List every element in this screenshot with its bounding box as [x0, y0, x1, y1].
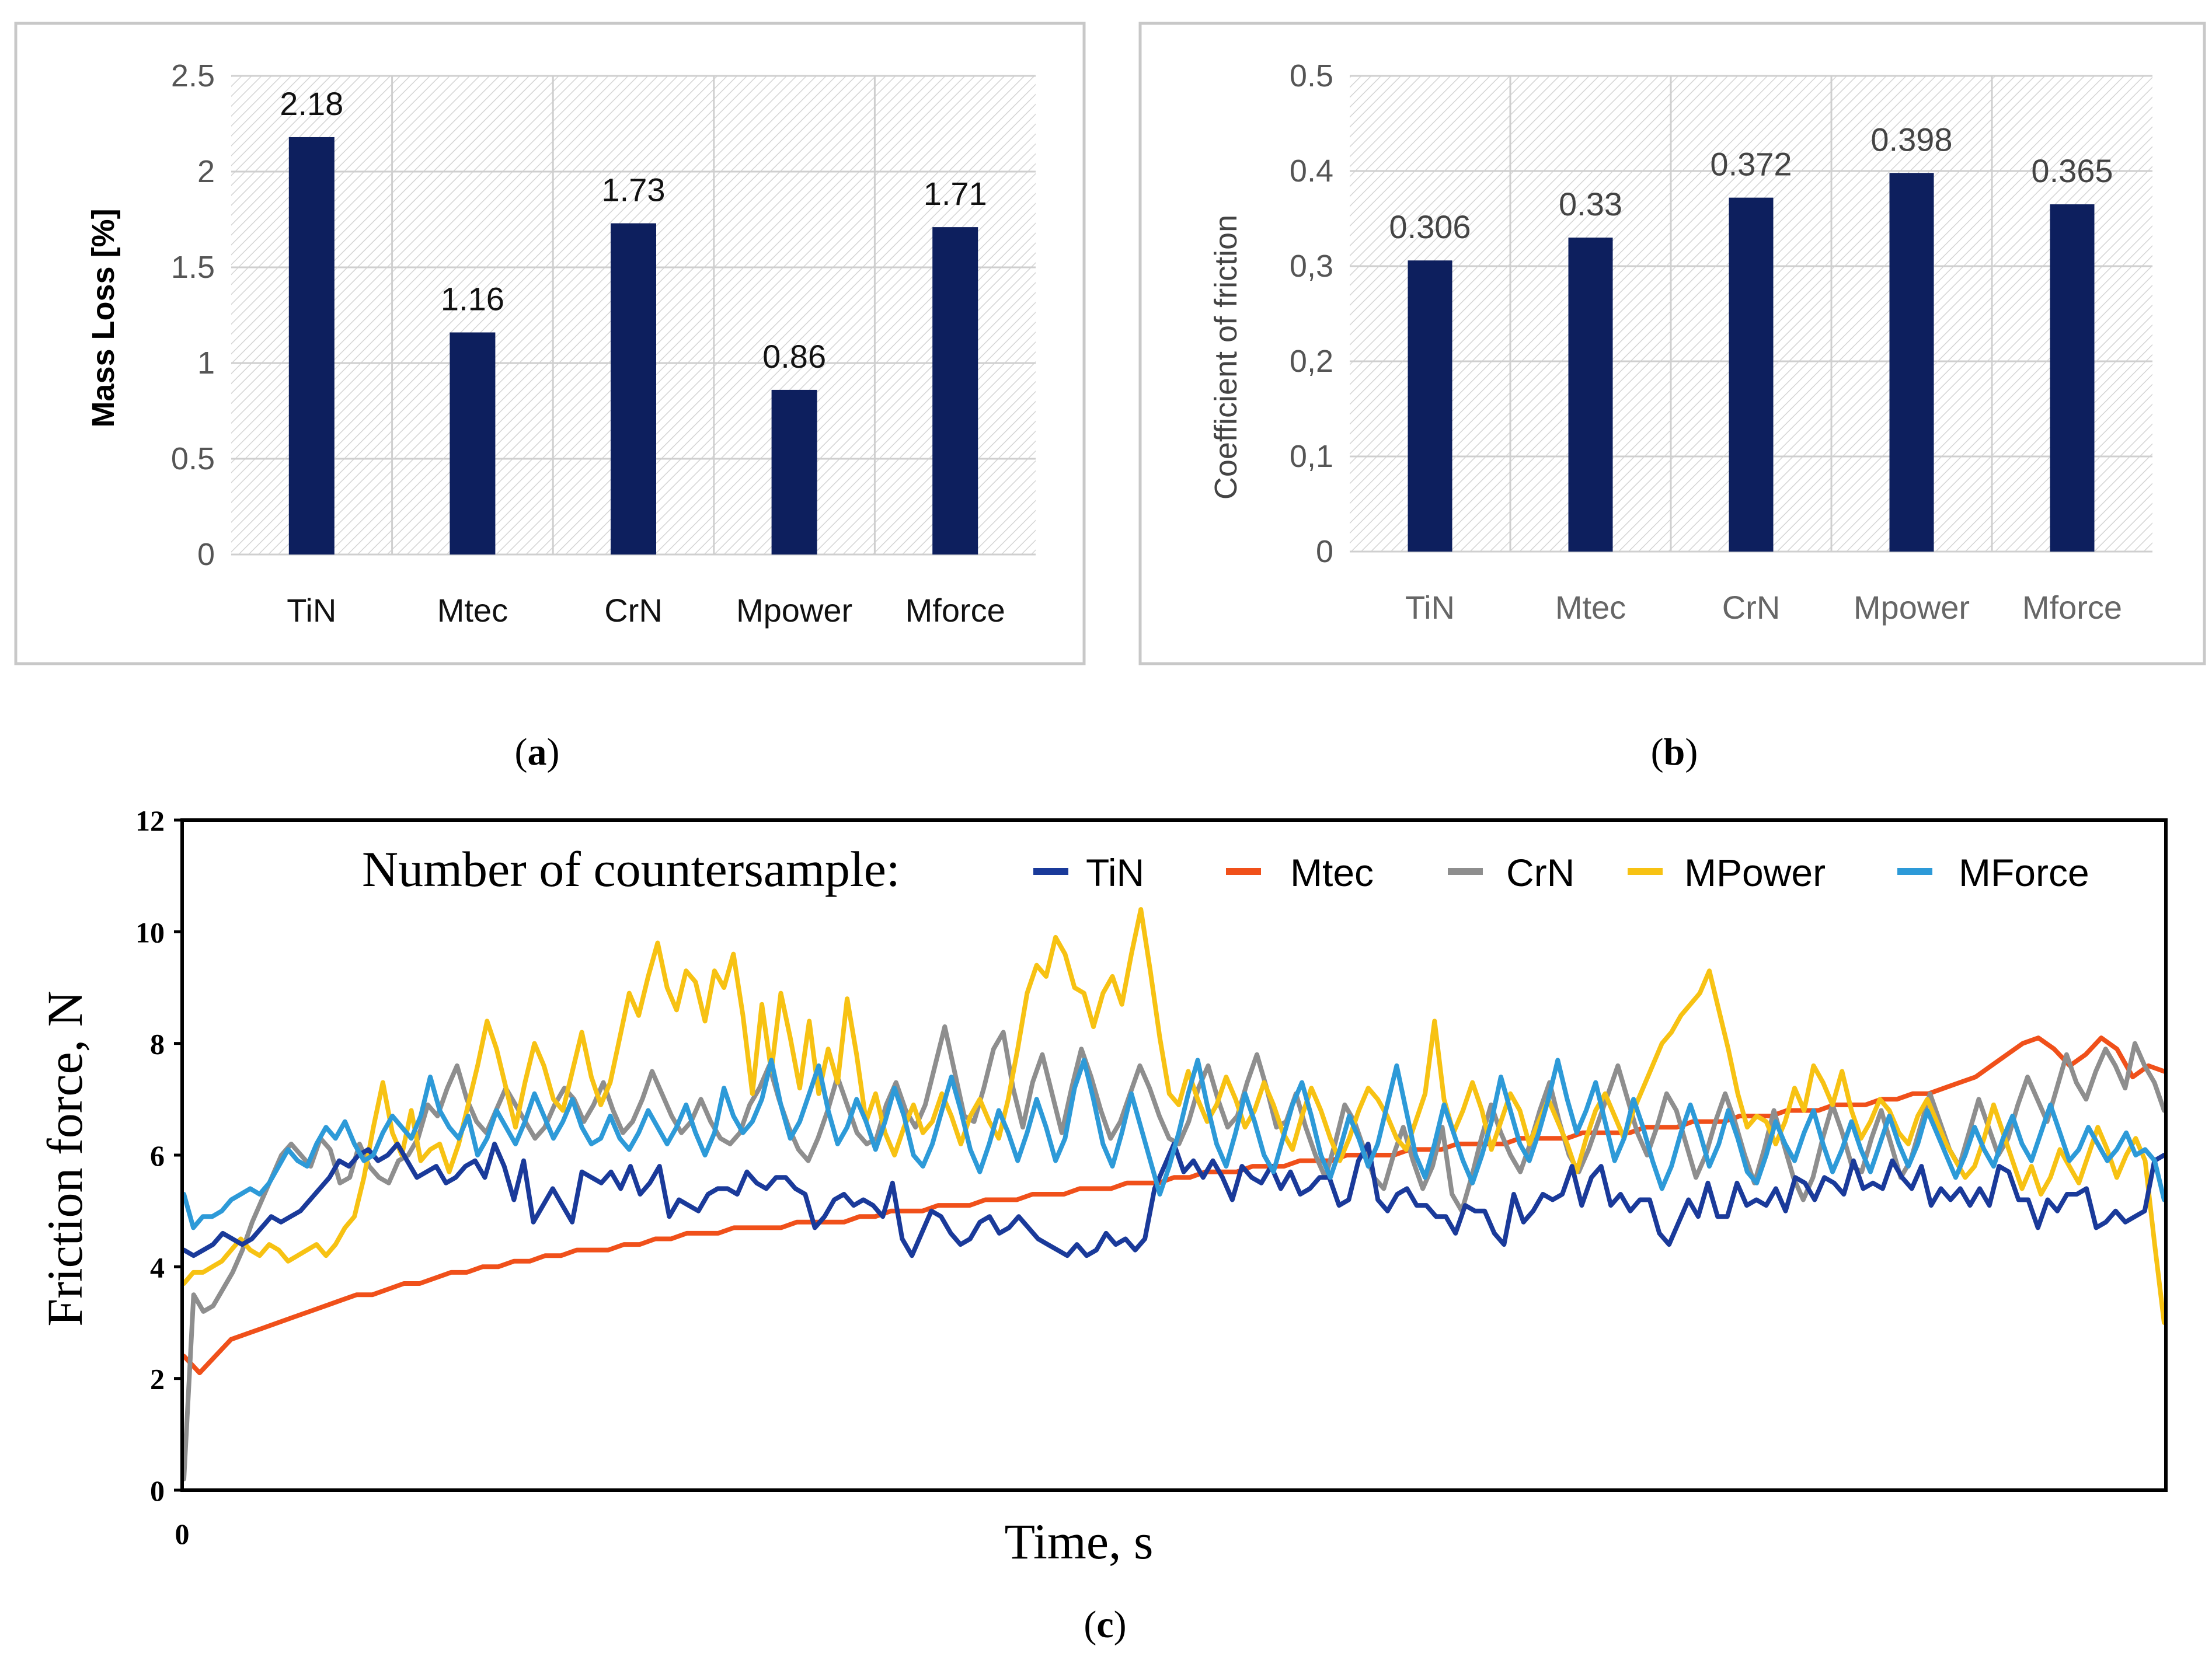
a-data-label: 1.73 [602, 172, 666, 208]
caption-a: (a) [515, 731, 560, 773]
legend-label-mpower: MPower [1684, 851, 1826, 894]
b-x-tick-label: Mpower [1854, 589, 1970, 626]
a-y-tick-label: 0 [197, 537, 215, 572]
b-bar-tin [1408, 260, 1452, 552]
a-y-tick-label: 1.5 [171, 250, 215, 285]
a-x-tick-label: Mforce [905, 592, 1005, 629]
b-data-label: 0.306 [1389, 208, 1471, 245]
b-x-tick-label: Mtec [1555, 589, 1626, 626]
b-bar-mpower [1889, 173, 1934, 552]
b-y-tick-label: 0,2 [1290, 344, 1333, 379]
legend-title: Number of countersample: [362, 841, 900, 897]
a-data-label: 1.71 [924, 175, 987, 212]
a-x-tick-label: Mtec [437, 592, 508, 629]
b-x-tick-label: CrN [1722, 589, 1781, 626]
b-data-label: 0.372 [1710, 146, 1792, 183]
a-y-tick-label: 2 [197, 154, 215, 189]
b-data-label: 0.365 [2031, 152, 2113, 189]
b-bar-mforce [2050, 204, 2095, 552]
panel-c-y-axis-title: Friction force, N [37, 991, 93, 1327]
a-y-tick-label: 1 [197, 346, 215, 381]
a-x-tick-label: Mpower [736, 592, 852, 629]
panel-b-x-ticks: TiN Mtec CrN Mpower Mforce [1405, 589, 2122, 626]
a-data-label: 1.16 [441, 281, 504, 318]
b-y-tick-label: 0,1 [1290, 439, 1333, 474]
b-x-tick-label: TiN [1405, 589, 1455, 626]
panel-c: 0 2 4 6 8 10 12 0 Time, s Friction force, N Nu… [37, 804, 2168, 1570]
a-bar-mtec [450, 332, 496, 554]
panel-a-x-ticks: TiN Mtec CrN Mpower Mforce [287, 592, 1005, 629]
panel-c-legend: TiN Mtec CrN MPower MForce [1033, 851, 2089, 894]
c-y-tick-label: 12 [135, 804, 165, 837]
b-y-tick-label: 0 [1316, 534, 1333, 569]
b-y-tick-label: 0,3 [1290, 249, 1333, 284]
c-y-tick-label: 8 [150, 1028, 165, 1061]
panel-a-bars [288, 137, 978, 554]
a-bar-crn [611, 223, 656, 554]
series-line-mforce [182, 1058, 2166, 1230]
c-y-tick-label: 4 [150, 1251, 165, 1284]
b-x-tick-label: Mforce [2022, 589, 2122, 626]
panel-b-data-labels: 0.306 0.33 0.372 0.398 0.365 [1389, 121, 2113, 245]
panel-a-data-labels: 2.18 1.16 1.73 0.86 1.71 [280, 85, 987, 375]
c-y-tick-label: 10 [135, 916, 165, 948]
series-line-mtec [182, 1035, 2166, 1376]
c-y-tick-label: 6 [150, 1139, 165, 1172]
series-line-crn [182, 1024, 2166, 1481]
legend-label-mtec: Mtec [1290, 851, 1374, 894]
a-x-tick-label: TiN [287, 592, 336, 629]
panel-b: 0 0,1 0,2 0,3 0.4 0.5 0.306 0.33 0.372 0.398 0.36… [1138, 22, 2206, 665]
b-bar-mtec [1568, 238, 1613, 552]
a-bar-tin [288, 137, 335, 554]
panel-b-bars [1408, 173, 2095, 552]
a-x-tick-label: CrN [604, 592, 663, 629]
a-y-tick-label: 0.5 [171, 441, 215, 476]
panel-c-x-axis-title: Time, s [1005, 1513, 1154, 1570]
panel-a: 0 0.5 1 1.5 2 2.5 2.18 1.16 1.73 0.86 1.71 TiN Mte… [14, 22, 1086, 665]
a-y-tick-label: 2.5 [171, 58, 215, 93]
a-data-label: 0.86 [762, 338, 826, 375]
panel-a-y-axis-title: Mass Loss [%] [86, 208, 121, 427]
b-data-label: 0.398 [1870, 121, 1952, 158]
legend-label-tin: TiN [1086, 851, 1144, 894]
series-line-mpower [182, 907, 2166, 1325]
legend-label-crn: CrN [1506, 851, 1574, 894]
panel-c-y-ticks: 0 2 4 6 8 10 12 [135, 804, 182, 1507]
b-bar-crn [1729, 197, 1774, 552]
c-y-tick-label: 0 [150, 1474, 165, 1507]
legend-label-mforce: MForce [1959, 851, 2089, 894]
a-bar-mforce [932, 227, 978, 554]
b-y-tick-label: 0.4 [1290, 154, 1333, 189]
caption-c: (c) [1084, 1603, 1126, 1646]
a-bar-mpower [771, 389, 817, 554]
a-data-label: 2.18 [280, 85, 343, 122]
b-data-label: 0.33 [1559, 186, 1622, 222]
panel-b-y-ticks: 0 0,1 0,2 0,3 0.4 0.5 [1290, 58, 1333, 569]
panel-c-x-tick-0: 0 [175, 1518, 190, 1550]
b-y-tick-label: 0.5 [1290, 58, 1333, 93]
c-y-tick-label: 2 [150, 1363, 165, 1396]
panel-b-y-axis-title: Coefficient of friction [1208, 215, 1243, 500]
caption-b: (b) [1651, 731, 1698, 773]
panel-c-frame [180, 818, 2168, 1492]
panel-c-series-lines [182, 907, 2166, 1481]
panel-a-y-ticks: 0 0.5 1 1.5 2 2.5 [171, 58, 215, 572]
